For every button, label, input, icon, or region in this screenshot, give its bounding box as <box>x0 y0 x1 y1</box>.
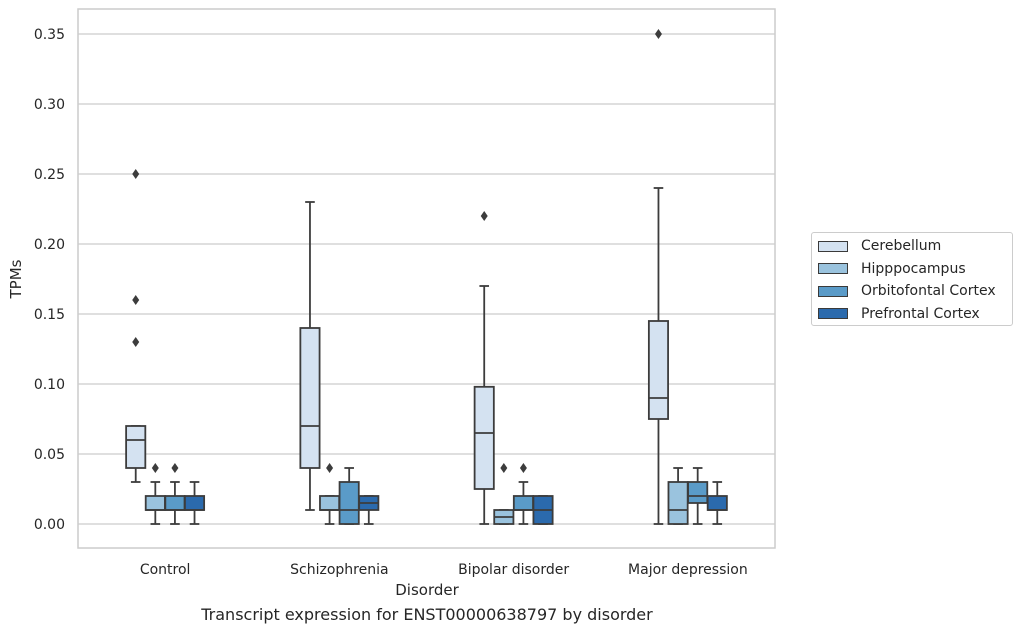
legend-label: Prefrontal Cortex <box>861 305 980 322</box>
box-body <box>299 327 321 469</box>
outlier-point <box>132 337 140 347</box>
outlier-point <box>326 463 334 473</box>
legend-swatch <box>818 308 848 320</box>
legend-label: Orbitofontal Cortex <box>861 283 996 300</box>
gridlines <box>78 33 775 525</box>
box-orbitofontal-cortex-bipolar-disorder <box>512 463 534 525</box>
boxes-layer <box>125 29 728 525</box>
box-hipppocampus-major-depression <box>667 467 689 525</box>
legend-item: Hipppocampus <box>818 258 1012 281</box>
legend-swatch <box>818 263 848 275</box>
y-axis-label: TPMs <box>7 259 25 299</box>
box-body <box>473 385 495 490</box>
legend-item: Orbitofontal Cortex <box>818 280 1012 303</box>
box-orbitofontal-cortex-control <box>164 463 186 525</box>
box-body <box>647 320 669 420</box>
outlier-point <box>132 295 140 305</box>
legend-swatch <box>818 285 848 297</box>
box-cerebellum-bipolar-disorder <box>473 211 495 525</box>
box-body <box>164 495 186 511</box>
box-hipppocampus-control <box>144 463 166 525</box>
x-axis-label: Disorder <box>395 581 459 599</box>
y-tick-label: 0.25 <box>34 167 65 183</box>
y-axis-ticks: 0.00 0.05 0.10 0.15 0.20 0.25 0.30 0.35 <box>34 27 65 533</box>
outlier-point <box>171 463 179 473</box>
legend-item: Prefrontal Cortex <box>818 303 1012 326</box>
box-body <box>184 495 206 511</box>
y-tick-label: 0.35 <box>34 27 65 43</box>
box-body <box>687 481 709 504</box>
x-tick-label: Major depression <box>628 562 748 578</box>
box-prefrontal-cortex-schizophrenia <box>358 495 380 525</box>
y-tick-label: 0.20 <box>34 237 65 253</box>
box-body <box>319 495 341 511</box>
outlier-point <box>500 463 508 473</box>
legend-label: Cerebellum <box>861 238 942 255</box>
box-body <box>338 481 360 525</box>
box-body <box>144 495 166 511</box>
outlier-point <box>480 211 488 221</box>
y-tick-label: 0.15 <box>34 307 65 323</box>
outlier-point <box>132 169 140 179</box>
outlier-point <box>519 463 527 473</box>
box-cerebellum-major-depression <box>647 29 669 525</box>
box-hipppocampus-schizophrenia <box>319 463 341 525</box>
plot-frame <box>77 8 776 549</box>
box-prefrontal-cortex-major-depression <box>706 481 728 525</box>
box-body <box>706 495 728 511</box>
y-tick-label: 0.05 <box>34 447 65 463</box>
box-orbitofontal-cortex-major-depression <box>687 467 709 525</box>
legend: Cerebellum Hipppocampus Orbitofontal Corte… <box>811 232 1013 326</box>
outlier-point <box>654 29 662 39</box>
y-tick-label: 0.00 <box>34 517 65 533</box>
legend-swatch <box>818 240 848 252</box>
x-axis-ticks: Control Schizophrenia Bipolar disorder Majo… <box>140 562 748 578</box>
x-tick-label: Control <box>140 562 191 578</box>
box-prefrontal-cortex-control <box>184 481 206 525</box>
y-tick-label: 0.30 <box>34 97 65 113</box>
x-tick-label: Schizophrenia <box>290 562 388 578</box>
box-cerebellum-control <box>125 169 147 483</box>
box-orbitofontal-cortex-schizophrenia <box>338 467 360 525</box>
y-tick-label: 0.10 <box>34 377 65 393</box>
chart-caption: Transcript expression for ENST0000063879… <box>201 605 653 624</box>
legend-item: Cerebellum <box>818 235 1012 258</box>
legend-label: Hipppocampus <box>861 260 966 277</box>
box-prefrontal-cortex-bipolar-disorder <box>532 495 554 525</box>
box-body <box>512 495 534 511</box>
outlier-point <box>151 463 159 473</box>
box-cerebellum-schizophrenia <box>299 201 321 511</box>
box-hipppocampus-bipolar-disorder <box>493 463 515 525</box>
box-body <box>125 425 147 469</box>
box-body <box>667 481 689 525</box>
x-tick-label: Bipolar disorder <box>458 562 569 578</box>
